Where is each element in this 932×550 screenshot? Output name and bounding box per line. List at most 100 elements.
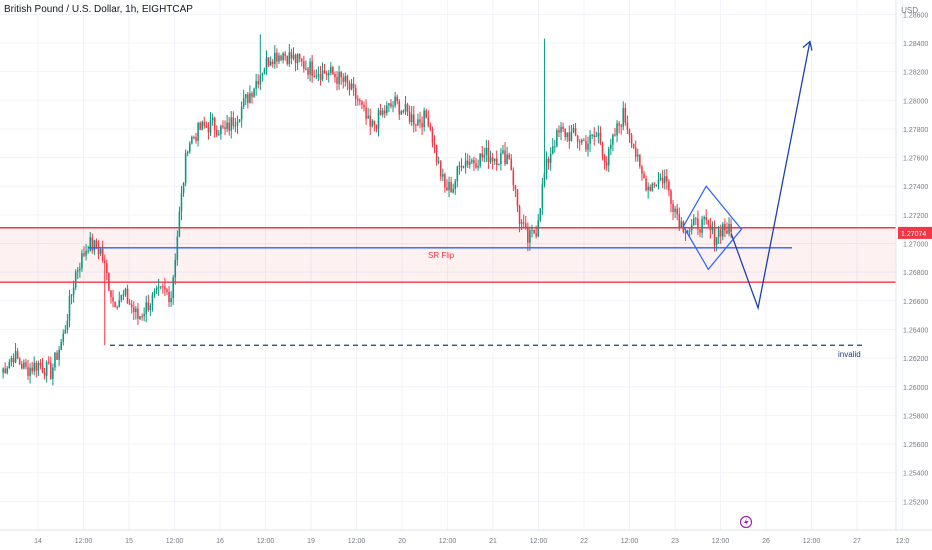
candle-body	[369, 115, 372, 127]
candle-body	[249, 93, 251, 103]
candle-body	[363, 104, 365, 108]
candle-body	[481, 153, 484, 158]
candle-body	[81, 253, 83, 269]
candle-body	[101, 248, 104, 261]
candle-body	[556, 130, 558, 147]
candle-body	[473, 160, 475, 164]
candle-body	[174, 259, 177, 278]
candle-body	[371, 120, 374, 127]
candle-body	[168, 291, 170, 303]
candle-body	[106, 262, 108, 274]
candle-body	[510, 158, 513, 171]
candle-body	[155, 287, 158, 292]
candle-body	[541, 184, 544, 209]
candle-body	[74, 271, 77, 288]
candle-body	[458, 165, 461, 167]
candle-body	[674, 208, 676, 212]
candle-body	[120, 294, 123, 301]
candle-body	[663, 176, 666, 184]
candle-body	[159, 286, 162, 288]
candle-body	[338, 71, 340, 84]
candle-body	[313, 75, 316, 77]
candle-body	[593, 134, 596, 138]
candle-body	[20, 363, 23, 369]
candle-body	[649, 186, 652, 191]
y-tick-label: 1.26600	[903, 299, 928, 306]
candle-body	[522, 222, 525, 224]
candle-body	[356, 98, 359, 101]
candle-body	[143, 313, 145, 317]
candle-body	[512, 170, 515, 186]
candle-body	[278, 55, 280, 62]
candle-body	[242, 98, 245, 107]
candle-body	[288, 52, 291, 64]
candle-body	[307, 68, 309, 75]
candle-body	[182, 183, 185, 193]
candle-body	[514, 185, 517, 190]
candle-body	[495, 158, 498, 166]
candle-body	[711, 226, 714, 231]
candle-body	[352, 83, 355, 88]
y-tick-label: 1.25600	[903, 442, 928, 449]
candle-body	[578, 141, 581, 143]
candle-body	[64, 329, 67, 334]
candle-body	[659, 177, 662, 180]
candle-body	[215, 129, 218, 136]
candle-body	[70, 294, 73, 297]
candle-body	[383, 110, 386, 114]
candle-body	[76, 270, 79, 272]
candle-body	[388, 103, 390, 106]
candle-body	[381, 110, 384, 115]
candle-body	[668, 181, 670, 191]
candle-body	[35, 362, 38, 371]
x-tick-label: 26	[762, 538, 770, 545]
candle-body	[344, 76, 347, 82]
candle-body	[554, 146, 556, 148]
candle-body	[62, 333, 65, 342]
candle-body	[10, 357, 13, 362]
candle-body	[647, 186, 649, 191]
x-tick-label: 20	[398, 538, 406, 545]
candle-body	[574, 128, 577, 136]
candle-body	[724, 224, 726, 231]
candle-body	[309, 61, 311, 75]
candle-body	[145, 302, 148, 314]
candle-body	[396, 96, 398, 102]
candle-body	[25, 362, 27, 367]
candle-body	[294, 54, 297, 63]
candle-body	[263, 69, 266, 74]
candle-body	[695, 218, 697, 220]
candle-body	[251, 93, 253, 97]
candle-body	[502, 150, 504, 154]
y-tick-label: 1.28400	[903, 41, 928, 48]
candle-body	[717, 229, 720, 238]
candle-body	[236, 121, 239, 126]
candle-body	[412, 114, 415, 125]
candle-body	[108, 273, 110, 291]
candle-body	[491, 157, 494, 161]
candle-body	[460, 165, 463, 168]
candle-body	[199, 122, 201, 130]
candle-body	[697, 218, 699, 230]
x-tick-label: 22	[580, 538, 588, 545]
candle-body	[45, 362, 48, 376]
candle-body	[311, 61, 313, 76]
candle-body	[524, 223, 527, 228]
candle-body	[16, 351, 19, 359]
candle-body	[153, 291, 156, 295]
candle-body	[162, 286, 164, 288]
x-tick-label: 23	[671, 538, 679, 545]
candle-body	[429, 125, 432, 130]
candle-body	[209, 120, 212, 133]
candle-body	[85, 250, 87, 256]
candle-body	[487, 147, 490, 162]
candle-body	[705, 217, 708, 221]
candle-body	[707, 220, 710, 225]
candle-body	[43, 372, 46, 376]
candle-body	[290, 52, 293, 59]
candle-body	[226, 122, 228, 130]
candle-body	[568, 132, 571, 141]
candle-body	[359, 100, 361, 102]
candle-body	[589, 134, 591, 144]
